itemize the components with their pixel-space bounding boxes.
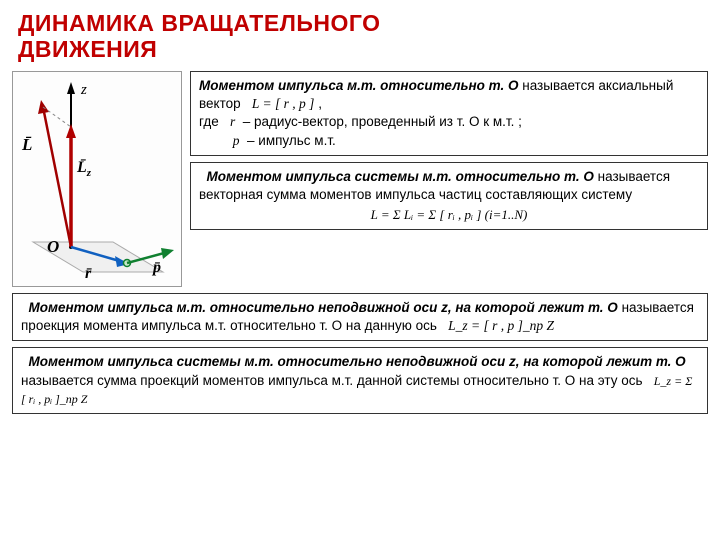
definition-box-2: Моментом импульса системы м.т. относител… (190, 162, 708, 230)
b1-f1: L = [ r , p ] (252, 96, 315, 111)
b4-t2: называется сумма проекций моментов импул… (21, 373, 642, 388)
content-row: z O L̄ L̄z r̄ p̄ Моментом им (0, 71, 720, 287)
svg-text:r̄: r̄ (85, 265, 92, 282)
definition-box-1: Моментом импульса м.т. относительно т. О… (190, 71, 708, 156)
svg-text:L̄: L̄ (21, 135, 32, 154)
b2-f1: L = Σ Lᵢ = Σ [ rᵢ , pᵢ ] (i=1..N) (199, 206, 699, 224)
b1-t6: – импульс м.т. (247, 133, 336, 148)
svg-text:z: z (80, 82, 87, 98)
b1-f2: r (230, 114, 235, 129)
right-column: Моментом импульса м.т. относительно т. О… (190, 71, 708, 287)
title-line-2: ДВИЖЕНИЯ (18, 36, 157, 62)
b1-t4: где (199, 114, 219, 129)
b1-t1: Моментом импульса м.т. относительно т. О (199, 78, 518, 93)
svg-text:O: O (47, 237, 59, 256)
b1-t5: – радиус-вектор, проведенный из т. О к м… (243, 114, 522, 129)
definition-box-4: Моментом импульса системы м.т. относител… (12, 347, 708, 414)
b2-t2: относительно т. О (456, 169, 594, 184)
title-line-1: ДИНАМИКА ВРАЩАТЕЛЬНОГО (18, 10, 381, 36)
definition-box-3: Моментом импульса м.т. относительно непо… (12, 293, 708, 341)
b1-f3: p (233, 133, 240, 148)
page-title: ДИНАМИКА ВРАЩАТЕЛЬНОГО ДВИЖЕНИЯ (0, 0, 720, 71)
b3-t1: Моментом импульса м.т. относительно непо… (29, 300, 618, 315)
b2-t1: Моментом импульса системы м.т. (207, 169, 452, 184)
b4-t1: Моментом импульса системы м.т. относител… (29, 354, 686, 369)
b1-t3: , (318, 96, 322, 111)
b3-f1: L_z = [ r , p ]_пр Z (448, 318, 554, 333)
vector-diagram: z O L̄ L̄z r̄ p̄ (12, 71, 182, 287)
svg-text:p̄: p̄ (151, 259, 161, 276)
svg-text:L̄z: L̄z (76, 158, 92, 179)
